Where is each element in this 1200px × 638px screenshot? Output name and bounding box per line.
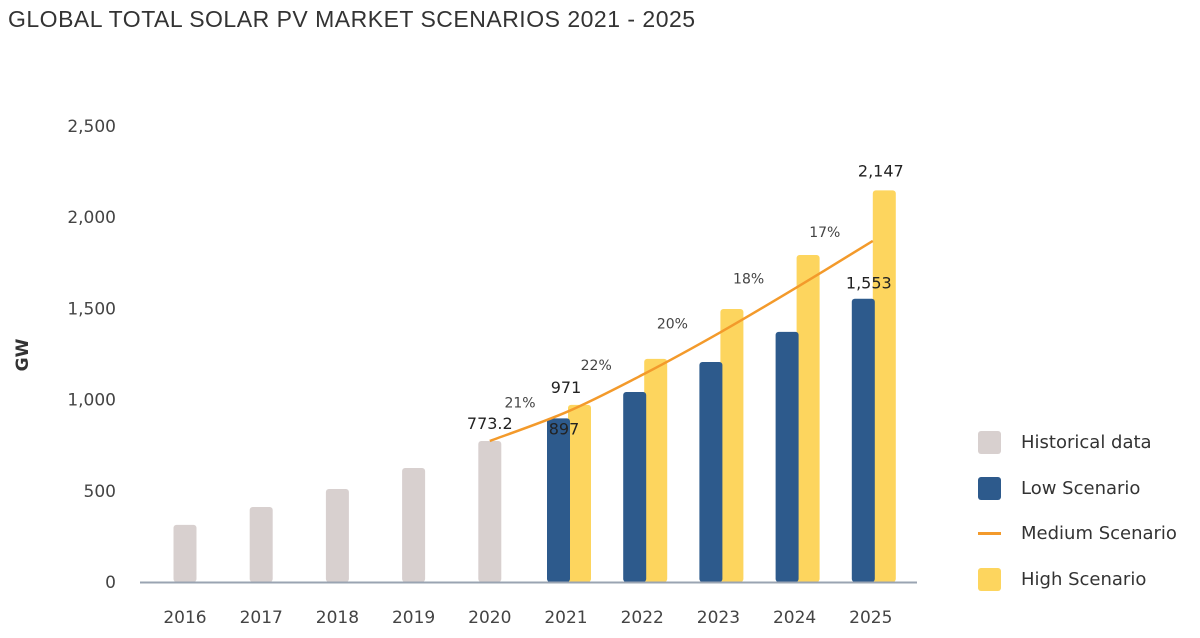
y-tick-label: 500 xyxy=(84,482,116,502)
bar-historical xyxy=(478,440,502,582)
bar-high-scenario xyxy=(644,358,668,582)
legend: Historical data Low Scenario Medium Scen… xyxy=(978,420,1177,602)
x-tick-label: 2019 xyxy=(392,608,435,628)
bar-historical xyxy=(402,468,426,582)
medium-scenario-line-group xyxy=(489,239,874,443)
y-axis: 0 500 1,000 1,500 2,000 2,500 xyxy=(67,117,116,593)
data-label: 1,553 xyxy=(846,274,892,293)
bar-low-scenario xyxy=(775,331,799,582)
data-label: 971 xyxy=(551,378,582,397)
bar-high-scenario xyxy=(872,190,896,582)
legend-swatch-low xyxy=(978,476,1001,500)
legend-label: Medium Scenario xyxy=(1021,523,1177,545)
legend-swatch-historical xyxy=(978,431,1001,455)
bar-high-scenario xyxy=(796,254,820,583)
bar-low-scenario xyxy=(623,391,647,582)
x-tick-label: 2017 xyxy=(240,608,283,628)
bar-historical xyxy=(173,524,197,582)
x-tick-label: 2022 xyxy=(621,608,664,628)
x-tick-label: 2024 xyxy=(773,608,816,628)
line-medium-scenario xyxy=(489,239,874,443)
growth-label: 21% xyxy=(504,395,535,411)
x-tick-label: 2025 xyxy=(849,608,892,628)
data-labels-group: 773.2 897 971 1,553 2,147 21% 22% 20% 18% 17% xyxy=(467,161,904,438)
data-label: 773.2 xyxy=(467,414,513,433)
legend-item-medium: Medium Scenario xyxy=(978,511,1177,557)
growth-label: 17% xyxy=(809,225,840,241)
x-tick-label: 2020 xyxy=(468,608,511,628)
bar-historical xyxy=(249,507,273,582)
y-tick-label: 0 xyxy=(105,573,116,593)
legend-swatch-high xyxy=(978,567,1001,591)
legend-item-historical: Historical data xyxy=(978,420,1177,466)
y-tick-label: 1,000 xyxy=(67,391,116,411)
legend-label: Historical data xyxy=(1021,432,1152,454)
bar-high-scenario xyxy=(568,404,591,582)
x-tick-label: 2021 xyxy=(544,608,587,628)
data-label: 2,147 xyxy=(858,161,904,180)
bars-group xyxy=(173,190,896,583)
x-tick-label: 2018 xyxy=(316,608,359,628)
y-tick-label: 1,500 xyxy=(67,299,116,319)
legend-swatch-medium xyxy=(978,532,1001,536)
growth-label: 18% xyxy=(733,271,764,287)
legend-label: High Scenario xyxy=(1021,568,1147,590)
legend-label: Low Scenario xyxy=(1021,477,1141,499)
x-axis: 2016 2017 2018 2019 2020 2021 2022 2023 2024 2025 xyxy=(163,608,892,628)
bar-high-scenario xyxy=(720,308,744,582)
data-label: 897 xyxy=(549,419,580,438)
x-tick-label: 2023 xyxy=(697,608,740,628)
bar-historical xyxy=(325,488,349,582)
chart-title: GLOBAL TOTAL SOLAR PV MARKET SCENARIOS 2… xyxy=(8,6,696,32)
growth-label: 20% xyxy=(657,316,688,332)
legend-item-low: Low Scenario xyxy=(978,466,1177,512)
bar-low-scenario xyxy=(699,362,723,582)
y-tick-label: 2,500 xyxy=(67,117,116,137)
growth-label: 22% xyxy=(581,358,612,374)
legend-item-high: High Scenario xyxy=(978,557,1177,603)
y-axis-label: GW xyxy=(13,338,33,371)
bar-low-scenario xyxy=(851,298,875,582)
x-tick-label: 2016 xyxy=(163,608,206,628)
y-tick-label: 2,000 xyxy=(67,208,116,228)
bar-low-scenario xyxy=(547,418,570,582)
